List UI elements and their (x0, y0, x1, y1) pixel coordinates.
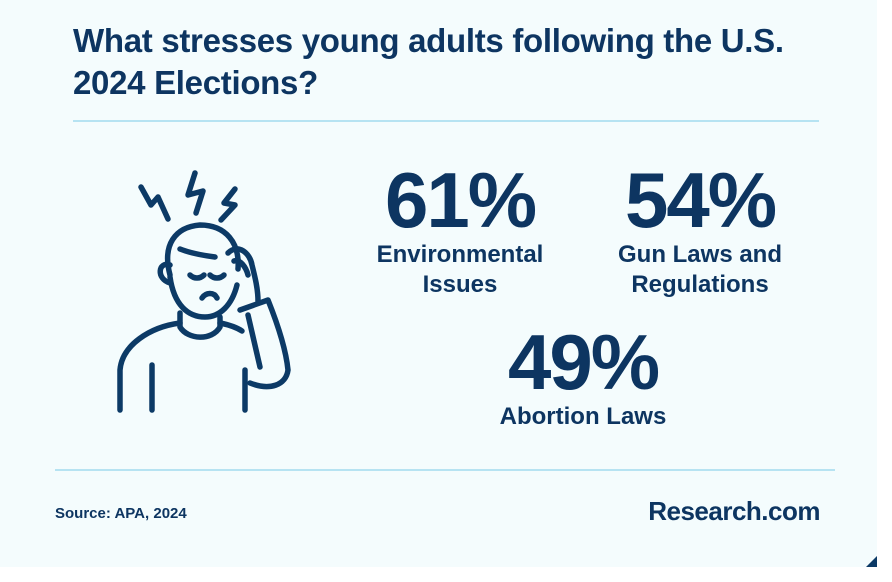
lightning-bolt-right-icon (218, 186, 238, 223)
stat-label-line1: Environmental (376, 241, 544, 268)
corner-accent (866, 556, 877, 567)
stat-label-line1: Gun Laws and (617, 241, 782, 268)
hand-on-head (225, 246, 291, 390)
stat-label-line1: Abortion Laws (499, 403, 667, 430)
source-citation: Source: APA, 2024 (55, 505, 187, 522)
bottom-divider (55, 469, 835, 471)
stat-value: 54% (624, 156, 777, 244)
lightning-bolt-left-icon (138, 184, 171, 222)
infographic-title: What stresses young adults following the… (73, 22, 784, 101)
brand-logo-text: Research.com (648, 496, 820, 526)
stat-gun-laws: 54% Gun Laws and Regulations (600, 160, 800, 300)
stat-label-line2: Regulations (631, 271, 769, 298)
stat-label-line2: Issues (422, 271, 498, 298)
stat-abortion-laws: 49% Abortion Laws (483, 322, 683, 432)
stat-value: 49% (507, 318, 660, 406)
infographic-card: What stresses young adults following the… (0, 0, 877, 567)
stat-environmental-issues: 61% Environmental Issues (360, 160, 560, 300)
stressed-person-icon (117, 170, 291, 413)
neck-and-body (117, 310, 248, 413)
face (187, 272, 227, 301)
top-divider (73, 120, 819, 122)
lightning-bolt-middle-icon (185, 170, 206, 216)
head-outline (157, 222, 241, 320)
stat-value: 61% (384, 156, 537, 244)
